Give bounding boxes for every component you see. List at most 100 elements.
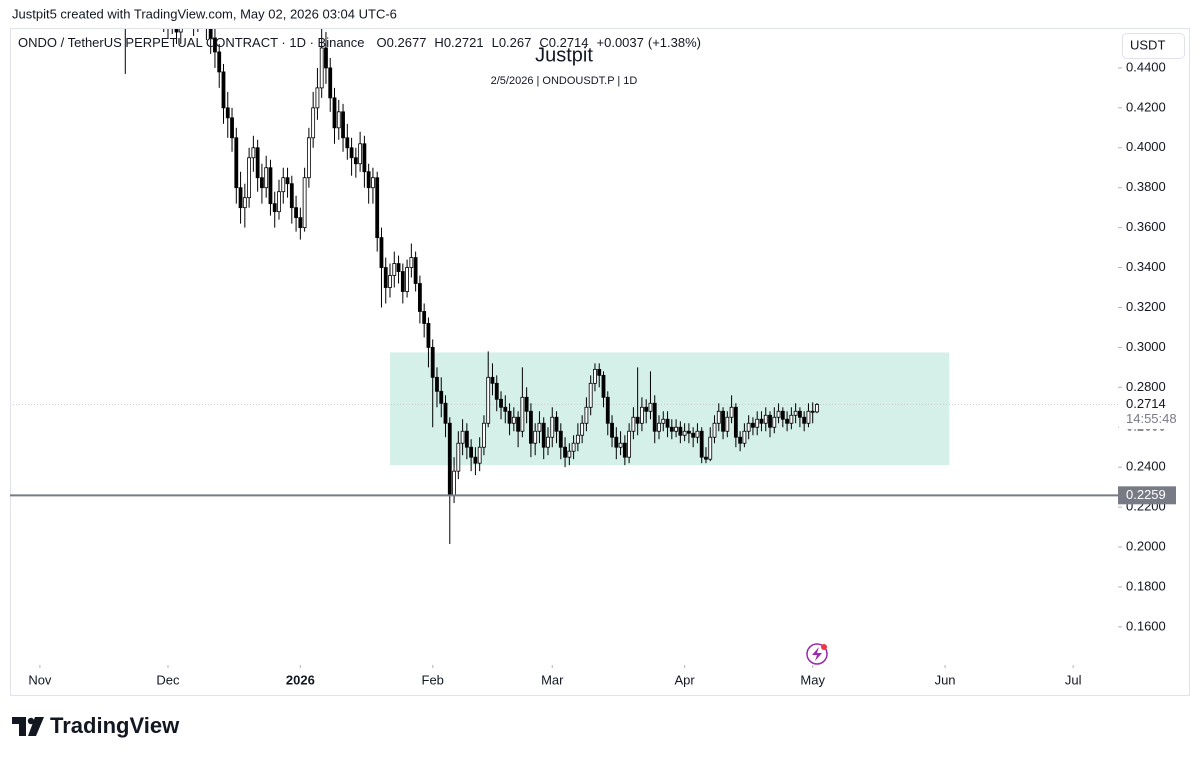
candle-body [217,51,222,73]
candle-body [345,137,350,149]
candle-body [605,396,610,424]
candle-body [392,263,397,276]
candle-body [443,402,448,424]
candle-body [627,430,632,458]
candle-body [785,418,789,424]
y-tick-label: 0.3600 [1126,219,1166,234]
candle-body [597,368,602,376]
candle-body [375,177,380,239]
candle-body [763,414,768,424]
candle-body [815,404,819,413]
x-tick-label: Nov [28,672,52,687]
candle-body [806,410,811,424]
candle-body [396,263,401,272]
candle-body [430,346,435,378]
candle-body [486,376,491,424]
y-tick-label: 0.3200 [1126,299,1166,314]
logo-mark [27,717,35,725]
brand-logo [12,717,44,736]
legend-label: H [434,35,443,50]
candle-body [268,167,273,205]
chart-frame [10,28,1190,696]
candle-body [238,187,243,209]
candle-body [533,430,538,444]
x-tick-label: Jun [935,672,956,687]
currency-box[interactable] [1122,33,1185,59]
candle-body [400,271,405,292]
candle-body [588,382,593,408]
candle-body [247,157,252,199]
candle-body [776,410,781,418]
candle-body [751,422,755,428]
legend: ONDO / TetherUS PERPETUAL CONTRACT · 1D … [18,35,701,50]
candle-body [413,257,418,284]
candle-body [546,436,550,448]
candle-body [178,29,183,33]
brand: TradingView [50,713,180,738]
candle-body [567,450,572,458]
candle-body [507,410,512,424]
candle-body [302,177,307,229]
candle-body [699,430,704,458]
range-zone [390,352,950,466]
candle-body [657,422,661,432]
candle-body [550,416,555,438]
last-price-label: 0.2714 [1126,396,1166,411]
legend-change: +0.0037 [597,35,644,50]
candle-body [477,446,482,464]
candle-body [388,275,392,288]
candle-body [328,67,333,99]
candle-body [289,183,294,209]
candle-body [324,47,328,69]
currency: USDT [1130,37,1165,52]
candle-body [635,416,640,424]
candle-body [793,410,798,416]
candle-body [644,406,649,412]
candle-body [456,442,461,472]
candle-body [768,414,772,428]
candle-body [725,416,730,432]
candle-body [631,416,636,432]
candle-body [294,207,298,219]
candle-body [319,47,324,89]
candle-body [439,390,444,404]
candle-body [285,177,290,185]
candle-body [366,171,371,189]
candle-body [618,442,623,448]
y-tick-label: 0.3000 [1126,339,1166,354]
x-tick-label: May [800,672,825,687]
candle-body [759,418,764,424]
legend-value: 0.2677 [387,35,427,50]
candle-body [554,416,559,432]
candle-body [460,430,465,444]
candle-body [473,456,478,464]
y-tick-label: 0.3800 [1126,179,1166,194]
legend-label: O [377,35,387,50]
candle-body [464,430,469,448]
candle-body [780,410,785,420]
x-tick-label: Mar [541,672,564,687]
lightning-icon[interactable] [806,643,828,665]
candle-body [409,257,414,268]
candle-body [575,434,580,444]
candle-body [541,422,546,448]
last-price-box [1119,395,1189,430]
y-tick-label: 0.4400 [1126,59,1166,74]
candle-body [221,71,226,109]
candle-body [610,422,614,438]
candle-body [665,418,670,428]
level-label: 0.2259 [1126,487,1166,502]
candle-body [371,177,375,189]
candle-body [716,410,721,424]
candle-body [789,414,794,424]
candle-body [729,406,734,418]
candle-body [447,422,452,496]
candle-body [661,418,666,424]
candle-body [640,406,644,424]
candle-body [712,422,717,438]
y-tick-label: 0.4000 [1126,139,1166,154]
candle-body [691,432,696,438]
candle-body [593,368,597,384]
candle-body [494,382,499,400]
candle-body [482,422,486,448]
